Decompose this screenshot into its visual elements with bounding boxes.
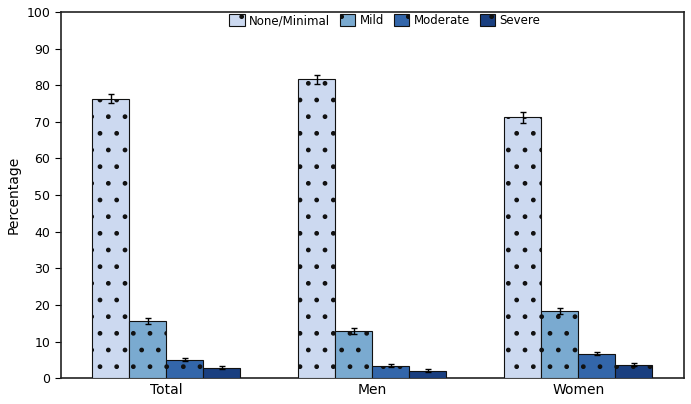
Bar — [299, 79, 335, 378]
Bar — [93, 99, 129, 378]
Bar — [203, 368, 240, 378]
Bar — [409, 370, 446, 378]
Bar — [335, 331, 372, 378]
Bar — [542, 311, 578, 378]
Bar — [616, 365, 652, 378]
Bar — [167, 360, 203, 378]
Bar — [578, 354, 616, 378]
Legend: None/Minimal, Mild, Moderate, Severe: None/Minimal, Mild, Moderate, Severe — [226, 11, 544, 31]
Y-axis label: Percentage: Percentage — [7, 156, 21, 234]
Bar — [504, 117, 542, 378]
Bar — [372, 366, 409, 378]
Bar — [129, 321, 167, 378]
